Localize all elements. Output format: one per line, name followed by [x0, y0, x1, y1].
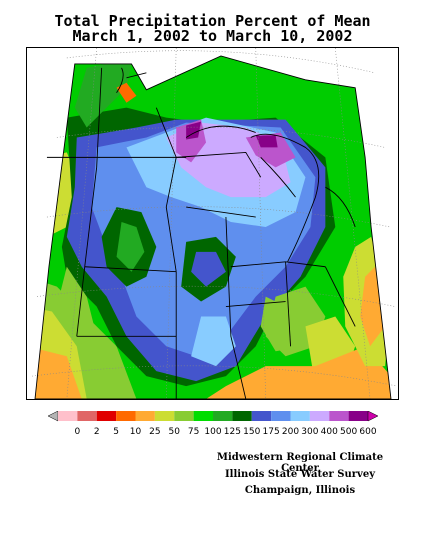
color-legend: 0 2 5 10 25 50 75 100 125 150 175 200 300 400 500 600	[47, 411, 379, 437]
precipitation-field	[35, 55, 391, 399]
legend-swatch	[96, 411, 117, 421]
legend-swatch	[58, 411, 78, 421]
legend-swatch	[213, 411, 233, 421]
legend-label: 300	[301, 427, 318, 437]
legend-label: 125	[224, 427, 241, 437]
credit-line3: Champaign, Illinois	[244, 485, 356, 496]
legend-swatch	[329, 411, 349, 421]
legend-label: 10	[130, 427, 142, 437]
legend-label: 150	[243, 427, 260, 437]
legend-swatch-under	[47, 411, 59, 422]
state-boundaries	[34, 55, 392, 399]
legend-swatch	[77, 411, 97, 421]
credit-line2: Illinois State Water Survey	[224, 469, 376, 480]
precipitation-map	[26, 47, 399, 400]
legend-label: 500	[340, 427, 357, 437]
legend-label: 0	[75, 427, 81, 437]
legend-label: 25	[149, 427, 160, 437]
legend-label: 600	[359, 427, 376, 437]
legend-swatch	[193, 411, 213, 421]
legend-label: 5	[113, 427, 119, 437]
legend-swatch	[271, 411, 291, 421]
legend-swatch	[116, 411, 136, 421]
legend-label: 75	[188, 427, 199, 437]
legend-label: 100	[204, 427, 221, 437]
legend-swatch	[309, 411, 330, 421]
legend-labels: 0 2 5 10 25 50 75 100 125 150 175 200 300 400 500 600	[75, 427, 377, 437]
map-title-line2: March 1, 2002 to March 10, 2002	[72, 27, 353, 45]
legend-label: 50	[169, 427, 181, 437]
legend-swatch-over	[367, 411, 379, 422]
legend-swatch	[251, 411, 272, 421]
credit-line1: Midwestern Regional Climate Center	[216, 452, 384, 474]
grid-lines	[31, 48, 398, 399]
legend-swatch	[232, 411, 252, 421]
map-title-line1: Total Precipitation Percent of Mean	[54, 12, 371, 30]
legend-label: 400	[321, 427, 338, 437]
legend-swatches	[47, 411, 379, 422]
legend-swatch	[348, 411, 368, 421]
legend-swatch	[135, 411, 155, 421]
legend-swatch	[154, 411, 175, 421]
legend-swatch	[174, 411, 194, 421]
legend-label: 175	[263, 427, 280, 437]
legend-label: 200	[282, 427, 299, 437]
legend-label: 2	[94, 427, 100, 437]
legend-swatch	[290, 411, 310, 421]
